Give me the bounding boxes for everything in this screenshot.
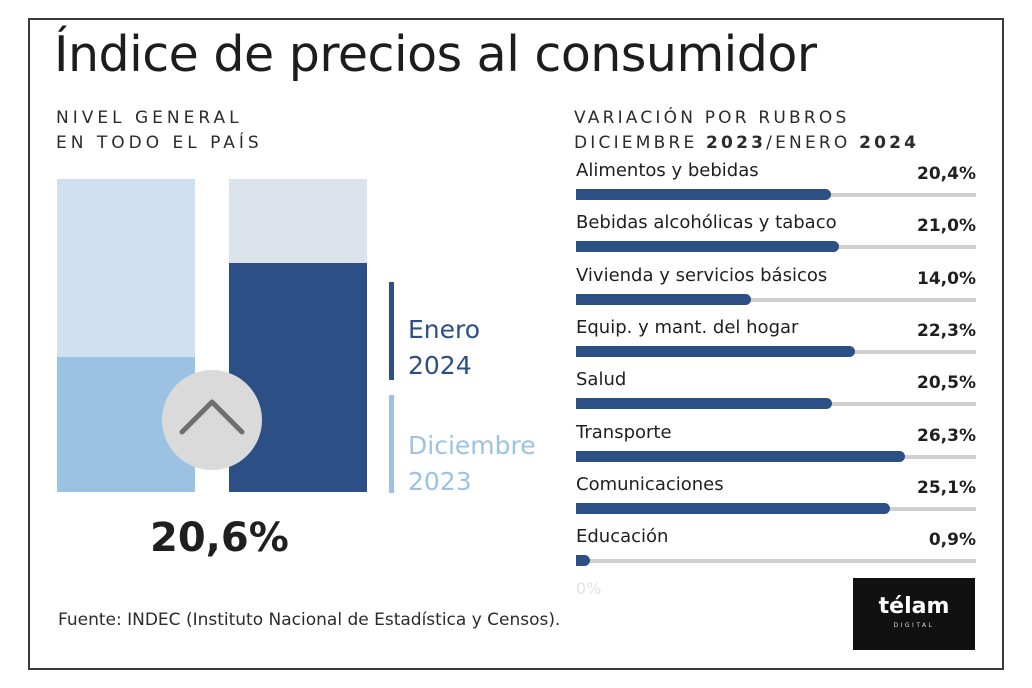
rubro-bar — [576, 241, 839, 252]
right-subtitle-year-b: 2024 — [859, 133, 920, 153]
legend-previous-month: Diciembre — [408, 431, 536, 460]
rubro-track — [576, 298, 976, 302]
increase-indicator — [162, 370, 262, 470]
legend-previous-year: 2023 — [408, 467, 472, 496]
rubro-value-label: 22,3% — [917, 321, 976, 341]
legend-current: Enero 2024 — [408, 312, 480, 384]
right-subtitle-line2: DICIEMBRE 2023/ENERO 2024 — [574, 131, 919, 156]
current-month-bar — [229, 263, 367, 492]
chevron-up-icon — [179, 399, 245, 435]
rubro-label: Salud — [576, 369, 627, 390]
rubro-bar — [576, 398, 832, 409]
right-subtitle-part-c: /ENERO — [766, 133, 860, 153]
rubro-bar — [576, 294, 751, 305]
rubro-bar — [576, 346, 855, 357]
source-note: Fuente: INDEC (Instituto Nacional de Est… — [58, 610, 561, 630]
rubro-label: Educación — [576, 526, 669, 547]
legend-previous: Diciembre 2023 — [408, 428, 536, 500]
logo-wordmark: télam — [878, 594, 950, 619]
telam-logo: télam DIGITAL — [853, 578, 975, 650]
right-subtitle-part-a: DICIEMBRE — [574, 133, 707, 153]
rubro-value-label: 20,4% — [917, 164, 976, 184]
rubro-label: Comunicaciones — [576, 474, 724, 495]
logo-subtitle: DIGITAL — [893, 622, 935, 629]
rubro-bar — [576, 451, 905, 462]
right-subtitle-year-a: 2023 — [706, 133, 767, 153]
left-subtitle-line1: NIVEL GENERAL — [56, 108, 243, 128]
rubro-track — [576, 559, 976, 563]
left-subtitle-line2: EN TODO EL PAÍS — [56, 133, 263, 153]
rubro-bar — [576, 555, 590, 566]
right-subtitle-line1: VARIACIÓN POR RUBROS — [574, 108, 850, 128]
rubro-value-label: 14,0% — [917, 269, 976, 289]
rubro-label: Vivienda y servicios básicos — [576, 265, 828, 286]
rubro-bar — [576, 503, 890, 514]
legend-current-year: 2024 — [408, 351, 472, 380]
rubro-label: Bebidas alcohólicas y tabaco — [576, 212, 837, 233]
rubro-label: Transporte — [576, 422, 672, 443]
rubro-value-label: 20,5% — [917, 373, 976, 393]
rubro-label: Equip. y mant. del hogar — [576, 317, 799, 338]
rubro-value-label: 25,1% — [917, 478, 976, 498]
rubro-value-label: 0,9% — [928, 530, 976, 550]
left-subtitle: NIVEL GENERAL EN TODO EL PAÍS — [56, 106, 263, 156]
right-subtitle: VARIACIÓN POR RUBROS DICIEMBRE 2023/ENER… — [574, 106, 919, 156]
legend-current-month: Enero — [408, 315, 481, 344]
general-index-value: 20,6% — [150, 515, 289, 561]
legend-current-swatch — [389, 282, 394, 380]
axis-zero-label: 0% — [576, 579, 602, 598]
rubro-value-label: 26,3% — [917, 426, 976, 446]
rubro-label: Alimentos y bebidas — [576, 160, 759, 181]
rubro-value-label: 21,0% — [917, 216, 976, 236]
rubro-bar — [576, 189, 831, 200]
page-title: Índice de precios al consumidor — [54, 26, 817, 83]
legend-previous-swatch — [389, 395, 394, 493]
